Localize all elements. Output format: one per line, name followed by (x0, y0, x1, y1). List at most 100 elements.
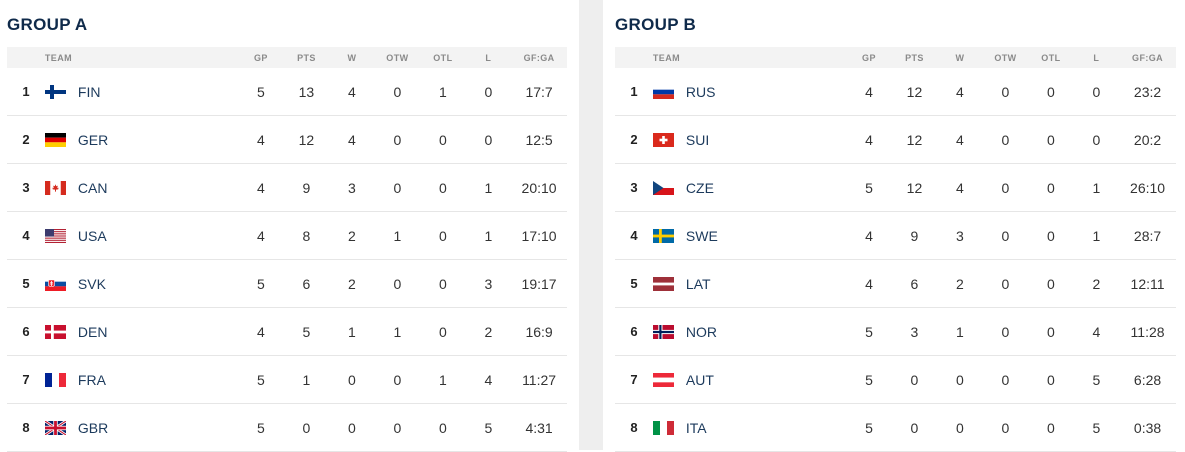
goals-for-against: 11:27 (522, 371, 557, 388)
wins: 4 (956, 83, 964, 100)
team-name[interactable]: CZE (685, 179, 714, 196)
gbr-flag-icon (44, 420, 66, 435)
goals-for-against: 17:10 (521, 227, 557, 244)
lat-flag-icon (652, 276, 674, 291)
col-gp: GP (254, 52, 268, 63)
goals-for-against: 28:7 (1133, 227, 1162, 244)
team-name[interactable]: LAT (685, 275, 711, 292)
overtime-losses: 1 (438, 83, 447, 100)
wins: 0 (348, 371, 356, 388)
team-cell[interactable]: CZE (652, 179, 846, 196)
wins: 3 (956, 227, 964, 244)
den-flag-icon (44, 324, 66, 339)
team-cell[interactable]: FRA (44, 371, 238, 388)
team-cell[interactable]: NOR (652, 323, 846, 340)
rank: 7 (22, 372, 30, 387)
team-cell[interactable]: GER (44, 131, 238, 148)
overtime-wins: 0 (1001, 227, 1010, 244)
standings-row[interactable]: 4 SWE 4 9 3 0 0 1 28:7 (615, 212, 1176, 260)
team-name[interactable]: DEN (77, 323, 108, 340)
standings-row[interactable]: 8 ITA 5 0 0 0 0 5 0:38 (615, 404, 1176, 452)
games-played: 4 (865, 275, 873, 292)
points: 5 (302, 323, 311, 340)
team-name[interactable]: FRA (77, 371, 106, 388)
team-name[interactable]: GBR (77, 419, 109, 436)
team-cell[interactable]: AUT (652, 371, 846, 388)
goals-for-against: 19:17 (521, 275, 557, 292)
standings-row[interactable]: 2 SUI 4 12 4 0 0 0 20:2 (615, 116, 1176, 164)
wins: 2 (956, 275, 964, 292)
team-cell[interactable]: USA (44, 227, 238, 244)
standings-row[interactable]: 3 CZE 5 12 4 0 0 1 26:10 (615, 164, 1176, 212)
team-name[interactable]: NOR (685, 323, 718, 340)
team-cell[interactable]: ITA (652, 419, 846, 436)
team-name[interactable]: ITA (685, 419, 707, 436)
goals-for-against: 20:2 (1133, 131, 1162, 148)
team-cell[interactable]: SVK (44, 275, 238, 292)
standings-row[interactable]: 6 DEN 4 5 1 1 0 2 16:9 (7, 308, 567, 356)
fra-flag-icon (44, 372, 66, 387)
col-otl: OTL (1041, 52, 1061, 63)
standings-row[interactable]: 8 GBR 5 0 0 0 0 5 4:31 (7, 404, 567, 452)
standings-row[interactable]: 5 LAT 4 6 2 0 0 2 12:11 (615, 260, 1176, 308)
overtime-losses: 0 (1047, 323, 1055, 340)
games-played: 5 (865, 179, 873, 196)
team-name[interactable]: AUT (685, 371, 714, 388)
team-name[interactable]: GER (77, 131, 109, 148)
games-played: 4 (865, 83, 873, 100)
rank: 3 (630, 180, 638, 195)
points: 8 (302, 227, 311, 244)
rank: 4 (22, 228, 30, 243)
points: 3 (910, 323, 919, 340)
group-b-table: GROUP B TEAM GP PTS W OTW OTL L GF:GA 1 R… (615, 0, 1176, 452)
standings-row[interactable]: 6 NOR 5 3 1 0 0 4 11:28 (615, 308, 1176, 356)
team-name[interactable]: SUI (685, 131, 710, 148)
rank: 2 (22, 132, 30, 147)
overtime-wins: 0 (1001, 371, 1010, 388)
losses: 2 (1092, 275, 1101, 292)
team-cell[interactable]: DEN (44, 323, 238, 340)
team-cell[interactable]: LAT (652, 275, 846, 292)
overtime-losses: 0 (1047, 371, 1055, 388)
standings-row[interactable]: 1 FIN 5 13 4 0 1 0 17:7 (7, 68, 567, 116)
overtime-wins: 0 (1001, 419, 1010, 436)
wins: 4 (956, 131, 964, 148)
overtime-losses: 0 (438, 179, 447, 196)
standings-row[interactable]: 7 AUT 5 0 0 0 0 5 6:28 (615, 356, 1176, 404)
rus-flag-icon (652, 84, 674, 99)
standings-row[interactable]: 1 RUS 4 12 4 0 0 0 23:2 (615, 68, 1176, 116)
overtime-losses: 0 (1047, 83, 1055, 100)
standings-row[interactable]: 4 USA 4 8 2 1 0 1 17:10 (7, 212, 567, 260)
rank: 5 (22, 276, 30, 291)
team-name[interactable]: CAN (77, 179, 108, 196)
standings-row[interactable]: 3 CAN 4 9 3 0 0 1 20:10 (7, 164, 567, 212)
standings-row[interactable]: 2 GER 4 12 4 0 0 0 12:5 (7, 116, 567, 164)
wins: 3 (348, 179, 356, 196)
losses: 3 (484, 275, 493, 292)
team-cell[interactable]: RUS (652, 83, 846, 100)
team-name[interactable]: USA (77, 227, 107, 244)
standings-row[interactable]: 7 FRA 5 1 0 0 1 4 11:27 (7, 356, 567, 404)
standings-row[interactable]: 5 SVK 5 6 2 0 0 3 19:17 (7, 260, 567, 308)
team-cell[interactable]: SUI (652, 131, 846, 148)
wins: 0 (956, 419, 964, 436)
svk-flag-icon (44, 276, 66, 291)
games-played: 4 (257, 227, 265, 244)
group-b-rows: 1 RUS 4 12 4 0 0 0 23:2 2 SUI 4 12 4 0 0 0 20:2 3 CZE 5 12 4 0 0… (615, 68, 1176, 452)
team-name[interactable]: RUS (685, 83, 716, 100)
col-pts: PTS (905, 52, 924, 63)
team-name[interactable]: FIN (77, 83, 101, 100)
goals-for-against: 12:11 (1130, 275, 1165, 292)
team-cell[interactable]: CAN (44, 179, 238, 196)
team-cell[interactable]: FIN (44, 83, 238, 100)
sui-flag-icon (652, 132, 674, 147)
team-name[interactable]: SVK (77, 275, 106, 292)
rank: 5 (630, 276, 638, 291)
col-gfga: GF:GA (1132, 52, 1164, 63)
group-a-table: GROUP A TEAM GP PTS W OTW OTL L GF:GA 1 F… (7, 0, 567, 452)
group-a-header-row: TEAM GP PTS W OTW OTL L GF:GA (7, 47, 567, 68)
team-cell[interactable]: SWE (652, 227, 846, 244)
ita-flag-icon (652, 420, 674, 435)
team-name[interactable]: SWE (685, 227, 718, 244)
team-cell[interactable]: GBR (44, 419, 238, 436)
